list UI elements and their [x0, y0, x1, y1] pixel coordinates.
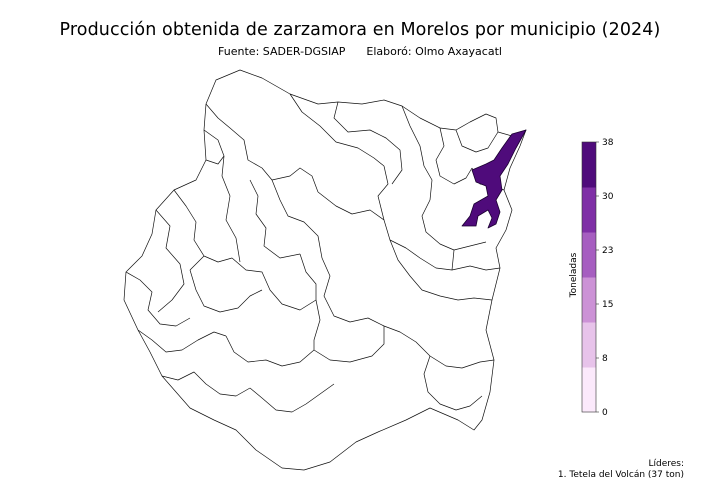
- municipality-border: [383, 325, 495, 369]
- municipality-border: [377, 165, 389, 221]
- municipality-border: [455, 129, 499, 153]
- colorbar-tick-label: 23: [602, 246, 613, 256]
- municipality-border: [321, 257, 385, 327]
- colorbar-tick-label: 8: [602, 354, 608, 364]
- colorbar-tick-label: 30: [602, 192, 614, 202]
- municipality-border: [271, 179, 323, 259]
- municipality-border: [451, 249, 455, 271]
- municipality-border: [333, 101, 403, 185]
- municipality-border: [435, 127, 473, 185]
- municipality-border: [205, 103, 319, 193]
- colorbar-segment: [582, 277, 596, 323]
- municipality-border: [299, 253, 317, 300]
- municipality-border: [421, 199, 487, 251]
- colorbar-tick-label: 15: [602, 300, 613, 310]
- municipality-tetela-del-volcan[interactable]: [461, 129, 527, 229]
- municipality-border: [423, 355, 483, 411]
- municipality-border: [203, 129, 241, 263]
- legend-label: Toneladas: [569, 252, 579, 298]
- municipality-border: [317, 191, 407, 249]
- colorbar-segment: [582, 322, 596, 368]
- colorbar-segment: [582, 187, 596, 233]
- map-title: Producción obtenida de zarzamora en More…: [59, 20, 661, 40]
- municipality-border: [173, 189, 233, 263]
- map-subtitle: Fuente: SADER-DGSIAP Elaboró: Olmo Axaya…: [218, 45, 502, 58]
- colorbar-tick-label: 38: [602, 138, 614, 148]
- municipality-border: [313, 299, 385, 363]
- municipality-border: [125, 271, 191, 327]
- municipality-border: [225, 335, 315, 367]
- municipality-border: [249, 383, 335, 413]
- municipality-border: [231, 257, 317, 311]
- colorbar-tick-label: 0: [602, 408, 608, 418]
- municipality-border: [249, 179, 301, 259]
- colorbar-segment: [582, 142, 596, 188]
- municipality-border: [289, 93, 385, 167]
- state-outline: [123, 69, 527, 471]
- colorbar-segment: [582, 367, 596, 413]
- municipality-border: [389, 239, 493, 301]
- municipality-border: [137, 329, 227, 353]
- leaders-item: 1. Tetela del Volcán (37 ton): [557, 470, 684, 480]
- colorbar-frame: [581, 141, 597, 413]
- municipality-border: [189, 255, 205, 271]
- leaders-heading: Líderes:: [648, 459, 684, 469]
- municipality-border: [155, 209, 185, 313]
- leaders-box: Líderes: 1. Tetela del Volcán (37 ton): [558, 459, 684, 481]
- colorbar-segment: [582, 232, 596, 278]
- municipality-border: [205, 155, 225, 165]
- municipality-border: [189, 269, 263, 313]
- legend-colorbar: Toneladas 0 8 15 23 30 38: [569, 138, 614, 418]
- municipality-border: [161, 371, 251, 397]
- municipality-border: [401, 105, 433, 201]
